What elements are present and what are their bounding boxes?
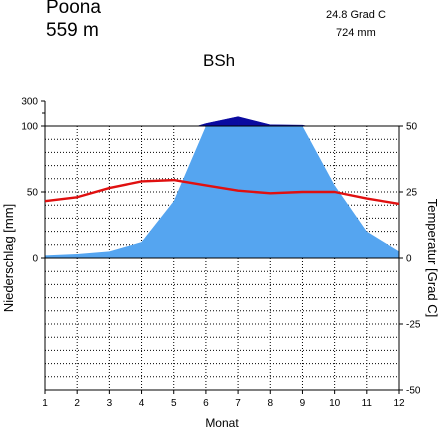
month-tick-label: 7 — [235, 398, 241, 409]
month-tick-label: 4 — [139, 398, 145, 409]
temp-tick-label: 25 — [406, 188, 418, 199]
x-axis-title: Monat — [205, 416, 239, 430]
precip-tick-label: 50 — [27, 188, 39, 199]
month-tick-label: 10 — [329, 398, 341, 409]
month-tick-label: 2 — [74, 398, 80, 409]
precipitation-area — [45, 126, 399, 258]
month-tick-label: 12 — [393, 398, 405, 409]
precip-tick-label: 300 — [21, 97, 38, 108]
precip-tick-label: 0 — [32, 254, 38, 265]
precipitation-excess — [237, 116, 271, 127]
temp-tick-label: -50 — [406, 386, 421, 397]
temp-tick-label: -25 — [406, 320, 421, 331]
precipitation-excess — [205, 116, 239, 127]
temp-tick-label: 0 — [406, 254, 412, 265]
month-tick-label: 1 — [42, 398, 48, 409]
month-tick-label: 9 — [300, 398, 306, 409]
annual-temperature: 24.8 Grad C — [326, 9, 386, 21]
y-axis-right-title: Temperatur [Grad C] — [425, 199, 439, 318]
climate-class: BSh — [203, 51, 236, 70]
y-axis-left-title: Niederschlag [mm] — [1, 204, 16, 312]
month-tick-label: 6 — [203, 398, 209, 409]
month-tick-label: 3 — [107, 398, 113, 409]
annual-precipitation: 724 mm — [336, 27, 376, 39]
temp-tick-label: 50 — [406, 122, 418, 133]
station-elevation: 559 m — [46, 20, 99, 41]
precip-tick-label: 100 — [21, 122, 38, 133]
temperature-line — [44, 178, 400, 206]
month-tick-label: 8 — [267, 398, 273, 409]
month-tick-label: 11 — [362, 398, 373, 409]
month-tick-label: 5 — [171, 398, 177, 409]
station-name: Poona — [46, 0, 101, 18]
